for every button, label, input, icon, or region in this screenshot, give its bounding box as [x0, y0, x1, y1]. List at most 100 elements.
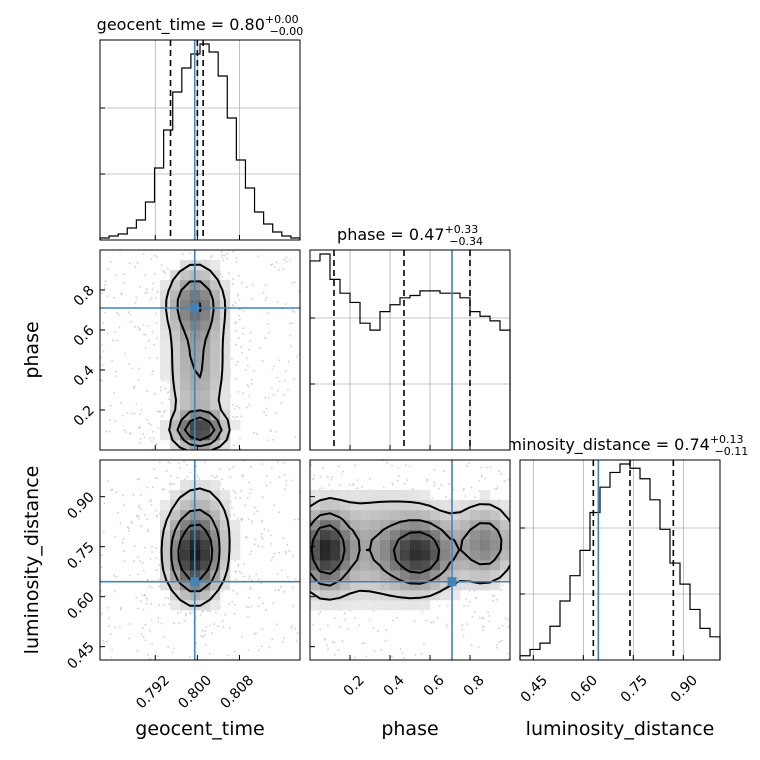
scatter-point — [294, 281, 296, 284]
scatter-point — [189, 252, 192, 255]
scatter-point — [175, 662, 177, 664]
density-cell — [500, 520, 510, 531]
density-cell — [310, 520, 321, 531]
scatter-point — [101, 364, 104, 366]
scatter-point — [308, 584, 310, 586]
density-cell — [310, 540, 321, 551]
scatter-point — [328, 483, 330, 486]
scatter-point — [507, 658, 510, 660]
xlabel-geocent_time: geocent_time — [135, 718, 264, 740]
density-cell — [310, 580, 321, 591]
scatter-point — [133, 412, 136, 415]
density-cell — [420, 550, 431, 561]
scatter-point — [496, 485, 499, 488]
density-cell — [200, 300, 211, 311]
density-cell — [470, 510, 481, 521]
density-cell — [450, 570, 461, 581]
density-cell — [340, 600, 351, 611]
scatter-point — [395, 616, 398, 619]
density-cell — [380, 530, 391, 541]
scatter-point — [237, 361, 239, 363]
scatter-point — [438, 605, 441, 608]
scatter-point — [141, 594, 144, 597]
scatter-point — [119, 401, 122, 404]
scatter-point — [153, 468, 156, 471]
density-cell — [430, 530, 441, 541]
density-cell — [410, 500, 421, 511]
scatter-point — [113, 391, 115, 394]
scatter-point — [248, 481, 251, 484]
density-cell — [320, 540, 331, 551]
scatter-point — [101, 292, 103, 295]
scatter-point — [278, 359, 281, 362]
density-cell — [500, 560, 510, 571]
ytick-label-luminosity_distance-2: 0.75 — [64, 539, 97, 572]
scatter-point — [211, 632, 214, 635]
density-cell — [340, 490, 351, 501]
density-cell — [170, 290, 181, 301]
scatter-point — [151, 288, 154, 291]
density-cell — [360, 500, 371, 511]
scatter-point — [150, 297, 153, 299]
scatter-point — [137, 573, 139, 576]
density-cell — [180, 570, 191, 581]
scatter-point — [278, 380, 281, 383]
scatter-point — [189, 471, 192, 474]
scatter-point — [249, 339, 252, 342]
scatter-point — [268, 646, 271, 649]
density-cell — [350, 560, 361, 571]
density-cell — [210, 400, 221, 411]
scatter-point — [177, 462, 180, 465]
scatter-point — [164, 667, 166, 669]
density-cell — [210, 510, 221, 521]
scatter-point — [265, 407, 268, 410]
scatter-point — [148, 357, 151, 359]
density-cell — [180, 490, 191, 501]
scatter-point — [123, 281, 126, 284]
scatter-point — [353, 617, 356, 619]
scatter-point — [466, 623, 468, 626]
scatter-point — [153, 254, 156, 257]
scatter-point — [157, 617, 160, 619]
scatter-point — [232, 489, 235, 492]
scatter-point — [146, 518, 149, 521]
scatter-point — [442, 470, 445, 473]
density-cell — [220, 330, 231, 341]
xtick-label-phase-0: 0.2 — [341, 672, 368, 699]
scatter-point — [109, 419, 111, 422]
density-cell — [350, 590, 361, 601]
scatter-point — [234, 496, 237, 499]
density-cell — [370, 510, 381, 521]
scatter-point — [167, 380, 170, 383]
scatter-point — [242, 392, 245, 394]
scatter-point — [144, 347, 147, 349]
scatter-point — [138, 517, 141, 520]
density-cell — [330, 520, 341, 531]
density-cell — [400, 550, 411, 561]
scatter-point — [291, 625, 294, 627]
density-cell — [200, 600, 211, 611]
scatter-point — [136, 261, 139, 264]
title-minus: −0.00 — [270, 25, 304, 38]
scatter-point — [482, 616, 485, 619]
scatter-point — [268, 331, 270, 334]
scatter-point — [160, 386, 163, 389]
density-cell — [220, 400, 231, 411]
scatter-point — [261, 546, 264, 548]
ytick-label-luminosity_distance-3: 0.90 — [64, 489, 97, 522]
scatter-point — [256, 510, 259, 513]
density-cell — [400, 490, 411, 501]
density-cell — [220, 520, 231, 531]
scatter-point — [150, 258, 153, 261]
scatter-point — [162, 636, 165, 638]
scatter-point — [150, 619, 153, 621]
scatter-point — [445, 495, 448, 498]
density-cell — [180, 370, 191, 381]
scatter-point — [242, 475, 244, 478]
scatter-point — [131, 522, 134, 525]
density-cell — [160, 510, 171, 521]
density-cell — [210, 480, 221, 491]
scatter-point — [168, 491, 171, 493]
scatter-point — [121, 541, 124, 544]
scatter-point — [154, 477, 157, 480]
